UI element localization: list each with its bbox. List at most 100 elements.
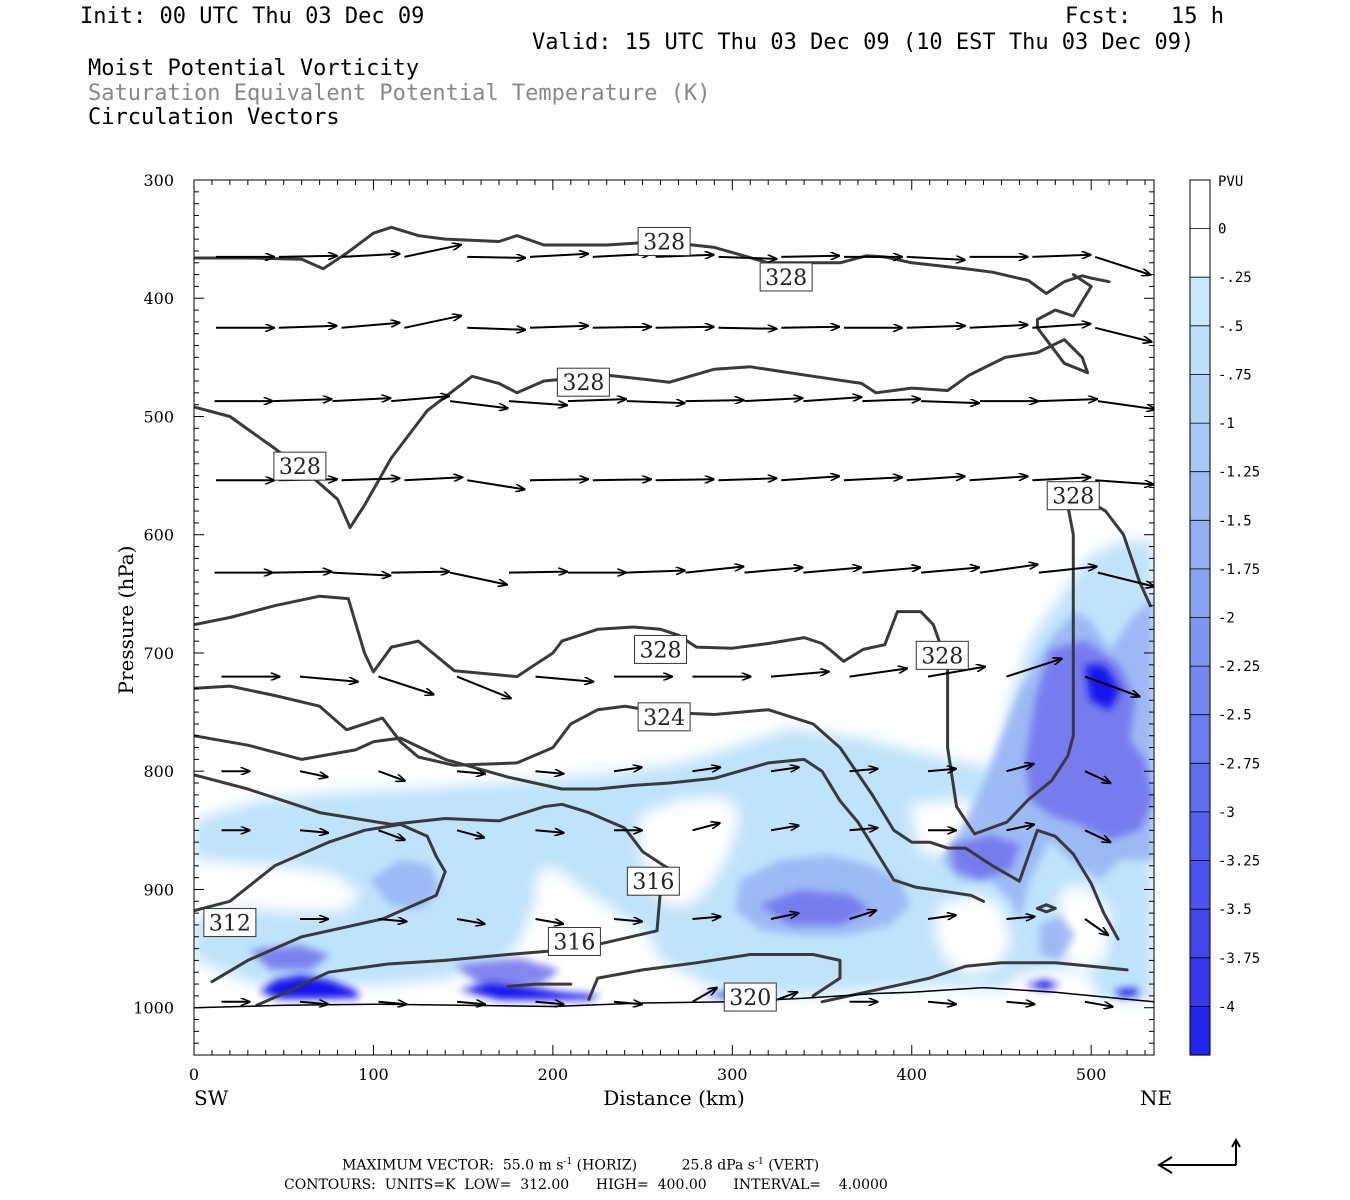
colorbar-label: 0 <box>1218 222 1226 238</box>
circulation-vector <box>906 476 965 482</box>
colorbar-swatch <box>1190 811 1210 862</box>
y-tick-label: 700 <box>143 644 174 663</box>
circulation-vector <box>535 1002 564 1004</box>
circulation-vector <box>278 326 337 328</box>
contour-label: 316 <box>553 930 595 955</box>
theta-es-contours <box>194 225 1152 1007</box>
circulation-vector <box>1084 829 1110 842</box>
circulation-vector <box>770 826 799 832</box>
circulation-vector <box>1006 917 1035 919</box>
circulation-vector <box>921 401 979 403</box>
circulation-vector <box>692 988 717 1003</box>
circulation-vector <box>299 770 327 777</box>
circulation-vector <box>613 767 642 771</box>
circulation-vector <box>1038 399 1097 401</box>
contour-label-box <box>915 640 969 670</box>
contour-label: 328 <box>279 455 321 480</box>
circulation-vector <box>332 573 390 576</box>
axis-ticks <box>193 179 1154 1056</box>
circulation-vector <box>1084 1000 1113 1007</box>
y-tick-label: 1000 <box>133 999 174 1018</box>
circulation-vector <box>535 675 594 682</box>
contour-label-box <box>626 866 680 896</box>
max-vert-tag: (VERT) <box>768 1157 820 1174</box>
circulation-vector <box>718 257 776 259</box>
colorbar-swatch <box>1190 666 1210 716</box>
x-axis-left-end: SW <box>194 1086 229 1110</box>
x-tick-label: 0 <box>189 1065 199 1084</box>
contour-label: 328 <box>562 371 604 396</box>
contour-line-328 <box>194 273 1093 530</box>
contour-line-312 <box>194 822 447 984</box>
circulation-vector <box>1006 764 1034 773</box>
circulation-vector <box>341 478 400 480</box>
colorbar-swatch <box>1190 325 1210 375</box>
circulation-vector <box>508 572 567 573</box>
circulation-vector <box>849 910 877 920</box>
axis-tick-labels: 300 400 500 600 700 800 900 1000 0 100 200 300 400 50… <box>133 171 1106 1084</box>
forecast-hour: Fcst: 15 h <box>1065 4 1224 29</box>
circulation-vector <box>927 667 985 678</box>
y-tick-label: 300 <box>143 171 174 190</box>
y-tick-label: 800 <box>143 762 174 781</box>
reference-vector <box>1157 1137 1241 1174</box>
colorbar-label: -3.25 <box>1218 854 1260 870</box>
circulation-vector <box>378 675 434 695</box>
circulation-vector <box>849 828 878 830</box>
max-vector-line: MAXIMUM VECTOR: 55.0 m s-1 (HORIZ) 25.8 … <box>342 1157 819 1174</box>
contour-label-box <box>547 926 601 956</box>
mpv-clear-pocket-3 <box>535 868 578 930</box>
colorbar-label: -1.5 <box>1218 513 1252 529</box>
contour-label-box <box>273 451 327 481</box>
circulation-vector <box>404 316 461 329</box>
circulation-vector <box>592 327 651 328</box>
colorbar-label: -.75 <box>1218 367 1252 383</box>
colorbar-swatch <box>1190 860 1210 910</box>
circulation-vector <box>278 256 337 257</box>
colorbar-label: -1.25 <box>1218 465 1260 481</box>
circulation-vector <box>685 400 744 401</box>
circulation-vector <box>969 476 1028 482</box>
circulation-vector <box>1097 400 1154 409</box>
colorbar-label: -2.25 <box>1218 659 1260 675</box>
contour-label-box <box>556 367 610 397</box>
mpv-clear-pocket-1 <box>194 860 360 920</box>
circulation-vector <box>535 830 564 833</box>
circulation-vector <box>1095 479 1153 484</box>
contour-label: 312 <box>209 912 251 937</box>
max-vert-exp: -1 <box>754 1157 764 1167</box>
mpv-region-dark <box>250 640 1154 985</box>
circulation-vector <box>613 1002 642 1004</box>
circulation-vector <box>273 399 332 401</box>
colorbar-swatch <box>1190 228 1210 278</box>
contour-label: 328 <box>640 638 682 663</box>
colorbar-label: -1.75 <box>1218 562 1260 578</box>
contour-line-320 <box>506 982 573 988</box>
circulation-vector <box>508 400 567 405</box>
colorbar-swatch <box>1190 1006 1210 1056</box>
contour-label-box <box>634 634 688 664</box>
contour-label: 324 <box>643 706 685 731</box>
contour-label-box <box>637 702 691 732</box>
colorbar-swatch <box>1190 423 1210 473</box>
x-tick-label: 100 <box>358 1065 389 1084</box>
colorbar-label: -3.5 <box>1218 902 1252 918</box>
circulation-vector <box>1006 1002 1035 1004</box>
y-tick-label: 500 <box>143 407 174 426</box>
y-tick-label: 600 <box>143 526 174 545</box>
circulation-vector <box>803 568 861 574</box>
contour-label: 320 <box>729 986 771 1011</box>
colorbar-label: -4 <box>1218 999 1235 1015</box>
contour-line-328 <box>194 225 1111 295</box>
circulation-vectors <box>214 245 1154 1007</box>
circulation-vector <box>969 325 1028 328</box>
y-tick-label: 900 <box>143 880 174 899</box>
circulation-vector <box>655 327 714 328</box>
circulation-vector <box>378 1002 407 1004</box>
colorbar-label: -.25 <box>1218 270 1252 286</box>
circulation-vector <box>299 675 358 682</box>
contour-label: 328 <box>643 230 685 255</box>
colorbar-swatch <box>1190 374 1210 424</box>
contour-line-320 <box>194 734 985 903</box>
init-time: Init: 00 UTC Thu 03 Dec 09 <box>80 4 425 29</box>
